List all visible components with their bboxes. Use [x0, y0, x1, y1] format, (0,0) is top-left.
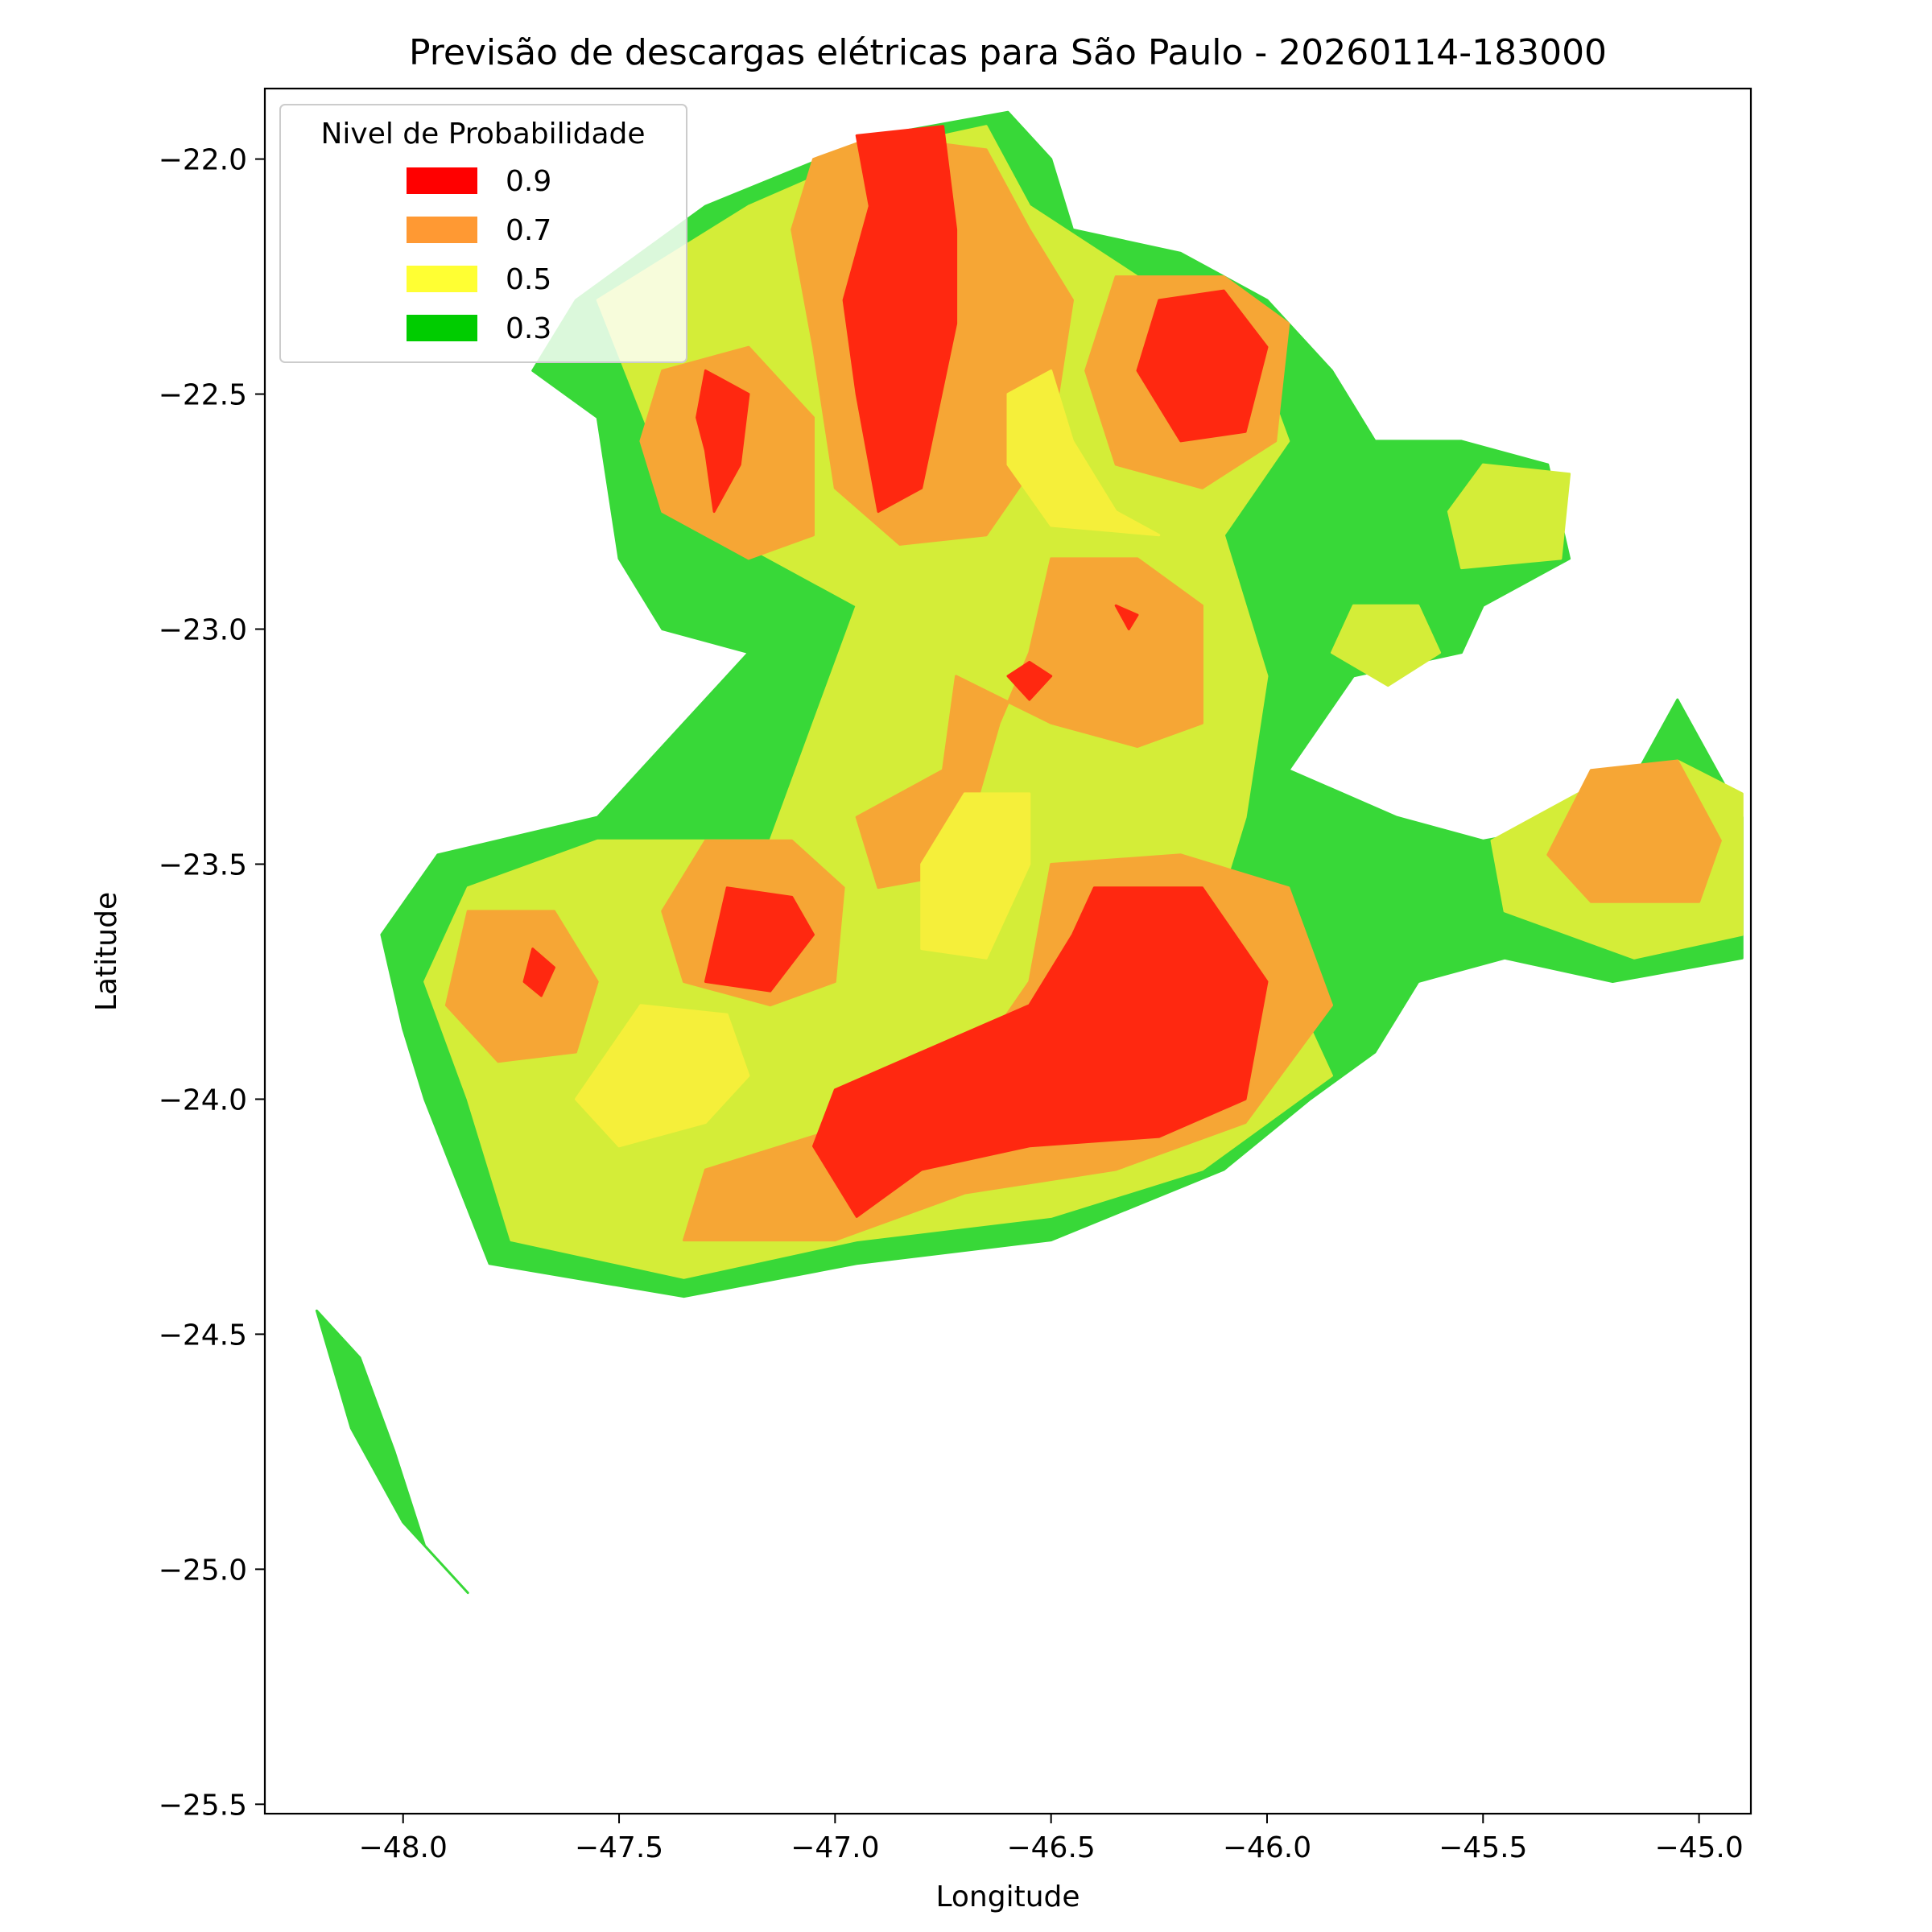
legend-swatch [407, 167, 477, 194]
y-tick-label: −23.5 [159, 848, 247, 881]
x-tick-label: −48.0 [359, 1831, 448, 1864]
x-axis: −48.0 −47.5 −47.0 −46.5 −46.0 −45.5 −45.0 [359, 1814, 1744, 1864]
region-level-09-22 [704, 886, 815, 993]
legend-swatch [407, 217, 477, 243]
region-level-07-13 [1546, 759, 1722, 903]
region-level-05-15 [920, 792, 1031, 960]
legend-swatch [407, 315, 477, 341]
legend-swatch [407, 266, 477, 292]
x-tick-label: −45.5 [1439, 1831, 1527, 1864]
region-level-04-3 [1447, 463, 1571, 570]
legend-label: 0.9 [506, 165, 551, 198]
region-level-07-11 [444, 910, 599, 1063]
x-axis-label: Longitude [935, 1880, 1080, 1913]
region-level-09-21 [1006, 660, 1053, 701]
region-level-05-16 [574, 1004, 750, 1148]
x-tick-label: −46.0 [1223, 1831, 1311, 1864]
y-tick-label: −23.0 [159, 614, 247, 647]
x-tick-label: −45.0 [1654, 1831, 1743, 1864]
y-tick-label: −24.0 [159, 1084, 247, 1117]
legend-box [279, 104, 687, 363]
legend-title: Nivel de Probabilidade [320, 118, 645, 151]
region-level-05-14 [1006, 369, 1161, 537]
region-level-03-1 [315, 1309, 469, 1595]
region-level-09-18 [842, 125, 958, 513]
y-axis-label: Latitude [90, 892, 123, 1011]
region-level-09-24 [812, 886, 1269, 1218]
plot-area [263, 87, 1752, 1815]
region-level-09-19 [1136, 289, 1269, 443]
y-axis: −22.0 −22.5 −23.0 −23.5 −24.0 −24.5 −25.0 −25.5 [159, 144, 265, 1822]
region-level-04-4 [1331, 604, 1442, 687]
region-level-07-9 [855, 557, 1203, 890]
legend-label: 0.3 [506, 312, 551, 345]
legend: Nivel de Probabilidade 0.9 0.7 0.5 0.3 [279, 104, 687, 363]
y-tick-label: −22.5 [159, 379, 247, 412]
region-level-09-20 [1114, 604, 1139, 630]
x-tick-label: −46.5 [1006, 1831, 1095, 1864]
x-tick-label: −47.5 [575, 1831, 663, 1864]
y-tick-label: −22.0 [159, 144, 247, 177]
region-level-09-23 [522, 947, 555, 997]
legend-label: 0.5 [506, 263, 551, 296]
y-tick-label: −25.5 [159, 1789, 247, 1822]
chart-title: Previsão de descargas elétricas para São… [409, 32, 1607, 73]
y-tick-label: −24.5 [159, 1319, 247, 1352]
legend-label: 0.7 [506, 214, 551, 247]
probability-regions [315, 110, 1744, 1595]
x-tick-label: −47.0 [791, 1831, 879, 1864]
y-tick-label: −25.0 [159, 1554, 247, 1587]
region-level-09-17 [696, 369, 750, 513]
plot-frame [263, 87, 1752, 1815]
